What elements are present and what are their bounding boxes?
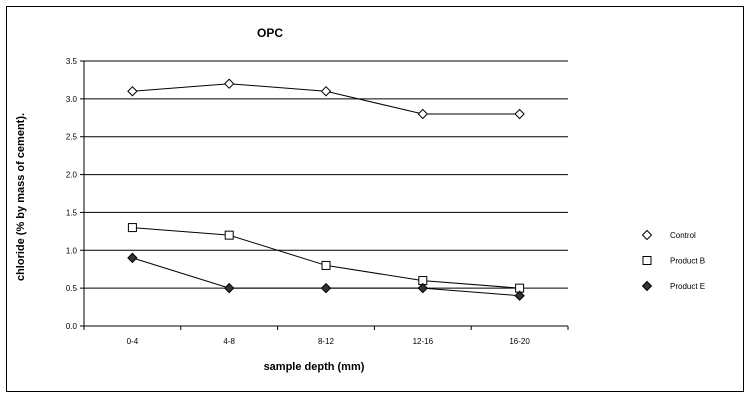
y-tick-label: 0.5 <box>66 284 78 293</box>
y-tick-label: 1.5 <box>66 208 78 217</box>
y-tick-labels: 0.0 0.5 1.0 1.5 2.0 2.5 3.0 3.5 <box>66 57 78 331</box>
data-point <box>223 282 235 294</box>
legend: Control Product B Product E <box>641 229 705 292</box>
y-tick-label: 2.5 <box>66 133 78 142</box>
series-line <box>132 227 520 289</box>
legend-marker <box>642 256 652 265</box>
chart-frame <box>6 6 744 392</box>
legend-marker <box>641 280 653 292</box>
legend-label: Product B <box>670 257 705 266</box>
x-tick-labels: 0-4 4-8 8-12 12-16 16-20 <box>127 337 531 346</box>
x-tick-label: 0-4 <box>127 337 139 346</box>
data-point <box>417 282 429 294</box>
data-point <box>127 223 137 233</box>
y-tick-label: 0.0 <box>66 322 78 331</box>
x-axis-title: sample depth (mm) <box>264 361 365 373</box>
legend-item: Control <box>641 229 696 241</box>
x-tick-label: 8-12 <box>318 337 335 346</box>
series-product-b <box>127 223 525 293</box>
legend-marker <box>641 229 653 241</box>
legend-item: Product B <box>642 256 705 266</box>
data-point <box>224 230 234 240</box>
chart-title: OPC <box>257 26 283 40</box>
data-point <box>320 282 332 294</box>
series-group <box>127 78 525 301</box>
x-tick-label: 12-16 <box>413 337 434 346</box>
y-tick-label: 3.0 <box>66 95 78 104</box>
data-point <box>320 86 332 97</box>
x-tick-label: 4-8 <box>223 337 235 346</box>
data-point <box>514 290 525 301</box>
x-tick-label: 16-20 <box>509 337 530 346</box>
legend-item: Product E <box>641 280 705 292</box>
gridlines <box>84 60 568 289</box>
y-axis-title: chloride (% by mass of cement). <box>15 113 27 281</box>
data-point <box>127 252 138 264</box>
series-control <box>127 78 525 120</box>
data-point <box>514 108 525 120</box>
data-point <box>417 108 429 120</box>
y-tick-label: 2.0 <box>66 171 78 180</box>
y-tick-label: 1.0 <box>66 246 78 255</box>
legend-label: Product E <box>670 282 705 291</box>
data-point <box>223 78 235 89</box>
data-point <box>127 86 138 97</box>
series-product-e <box>127 252 525 301</box>
y-tick-label: 3.5 <box>66 57 78 66</box>
axes <box>80 60 569 330</box>
data-point <box>321 260 331 270</box>
legend-label: Control <box>670 231 696 240</box>
